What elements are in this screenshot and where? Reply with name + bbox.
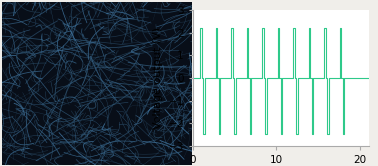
Y-axis label: Voltage output (V): Voltage output (V) — [153, 27, 163, 129]
